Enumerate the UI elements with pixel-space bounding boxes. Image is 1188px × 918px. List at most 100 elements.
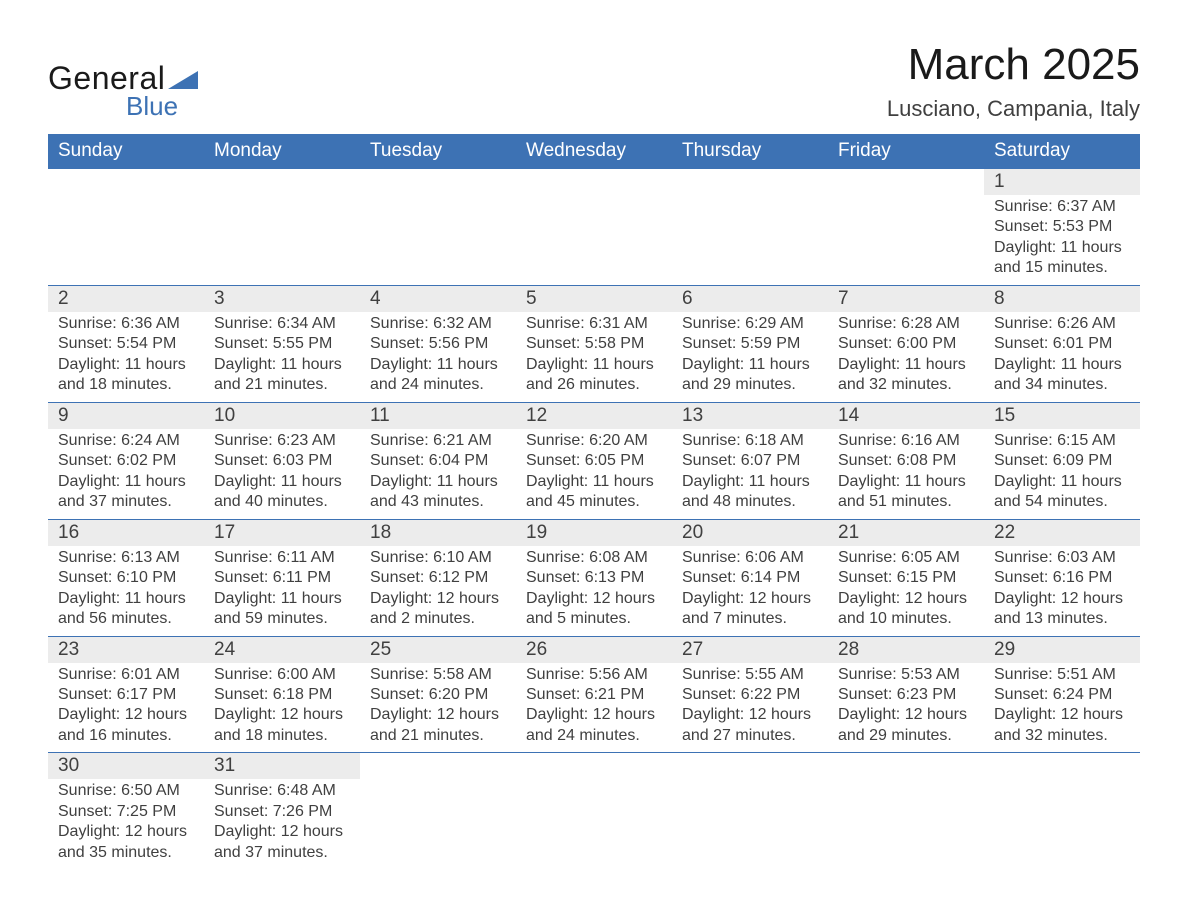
sunset-line: Sunset: 6:11 PM (214, 568, 350, 588)
daylight-line: Daylight: 12 hours and 37 minutes. (214, 822, 350, 863)
day-number-cell (204, 169, 360, 196)
sunset-line: Sunset: 6:01 PM (994, 334, 1130, 354)
week-data-row: Sunrise: 6:50 AMSunset: 7:25 PMDaylight:… (48, 779, 1140, 869)
sunrise-line: Sunrise: 6:26 AM (994, 314, 1130, 334)
sunrise-line: Sunrise: 6:50 AM (58, 781, 194, 801)
day-data-cell: Sunrise: 5:58 AMSunset: 6:20 PMDaylight:… (360, 663, 516, 753)
day-number-cell: 2 (48, 285, 204, 312)
day-data-cell (516, 779, 672, 869)
week-daynum-row: 1 (48, 169, 1140, 196)
dayname-header: Saturday (984, 134, 1140, 169)
week-data-row: Sunrise: 6:36 AMSunset: 5:54 PM Daylight:… (48, 312, 1140, 402)
week-daynum-row: 23242526272829 (48, 636, 1140, 663)
day-number-cell: 24 (204, 636, 360, 663)
sunset-line: Sunset: 6:09 PM (994, 451, 1130, 471)
sunrise-line: Sunrise: 6:20 AM (526, 431, 662, 451)
sunset-line: Sunset: 6:03 PM (214, 451, 350, 471)
sunrise-line: Sunrise: 6:06 AM (682, 548, 818, 568)
day-number-cell: 8 (984, 285, 1140, 312)
daylight-line: Daylight: 11 hours and 21 minutes. (214, 355, 350, 396)
sunrise-line: Sunrise: 6:28 AM (838, 314, 974, 334)
day-data-cell: Sunrise: 6:11 AMSunset: 6:11 PMDaylight:… (204, 546, 360, 636)
sunset-line: Sunset: 6:21 PM (526, 685, 662, 705)
day-data-cell: Sunrise: 6:34 AMSunset: 5:55 PMDaylight:… (204, 312, 360, 402)
sunset-line: Sunset: 7:26 PM (214, 802, 350, 822)
sunrise-line: Sunrise: 5:56 AM (526, 665, 662, 685)
sunset-line: Sunset: 6:24 PM (994, 685, 1130, 705)
sunrise-line: Sunrise: 6:05 AM (838, 548, 974, 568)
day-data-cell: Sunrise: 6:13 AMSunset: 6:10 PMDaylight:… (48, 546, 204, 636)
sunset-line: Sunset: 6:00 PM (838, 334, 974, 354)
day-data-cell: Sunrise: 6:06 AMSunset: 6:14 PMDaylight:… (672, 546, 828, 636)
sunrise-line: Sunrise: 6:36 AM (58, 314, 194, 334)
sunset-line: Sunset: 6:23 PM (838, 685, 974, 705)
sunrise-line: Sunrise: 6:21 AM (370, 431, 506, 451)
sunset-line: Sunset: 5:56 PM (370, 334, 506, 354)
day-data-cell: Sunrise: 6:48 AMSunset: 7:26 PMDaylight:… (204, 779, 360, 869)
week-data-row: Sunrise: 6:13 AMSunset: 6:10 PMDaylight:… (48, 546, 1140, 636)
day-number-cell: 26 (516, 636, 672, 663)
sunrise-line: Sunrise: 6:23 AM (214, 431, 350, 451)
day-data-cell: Sunrise: 6:26 AMSunset: 6:01 PMDaylight:… (984, 312, 1140, 402)
day-data-cell (672, 195, 828, 285)
day-number-cell: 23 (48, 636, 204, 663)
sunset-line: Sunset: 5:54 PM (58, 334, 194, 354)
day-data-cell: Sunrise: 6:37 AMSunset: 5:53 PMDaylight:… (984, 195, 1140, 285)
sunset-line: Sunset: 6:17 PM (58, 685, 194, 705)
day-data-cell: Sunrise: 6:31 AMSunset: 5:58 PMDaylight:… (516, 312, 672, 402)
day-data-cell: Sunrise: 6:00 AMSunset: 6:18 PMDaylight:… (204, 663, 360, 753)
daylight-line: Daylight: 11 hours and 24 minutes. (370, 355, 506, 396)
day-data-cell (204, 195, 360, 285)
sunrise-line: Sunrise: 5:58 AM (370, 665, 506, 685)
day-data-cell: Sunrise: 6:29 AMSunset: 5:59 PMDaylight:… (672, 312, 828, 402)
day-data-cell: Sunrise: 6:10 AMSunset: 6:12 PMDaylight:… (360, 546, 516, 636)
day-data-cell: Sunrise: 6:08 AMSunset: 6:13 PMDaylight:… (516, 546, 672, 636)
title-block: March 2025 Lusciano, Campania, Italy (887, 40, 1140, 122)
sunrise-line: Sunrise: 6:48 AM (214, 781, 350, 801)
day-number-cell: 22 (984, 519, 1140, 546)
day-number-cell (516, 169, 672, 196)
sunset-line: Sunset: 6:10 PM (58, 568, 194, 588)
sunrise-line: Sunrise: 6:01 AM (58, 665, 194, 685)
daylight-line: Daylight: 11 hours and 29 minutes. (682, 355, 818, 396)
sunset-line: Sunset: 6:22 PM (682, 685, 818, 705)
daylight-line: Daylight: 11 hours and 43 minutes. (370, 472, 506, 513)
day-data-cell: Sunrise: 6:15 AMSunset: 6:09 PMDaylight:… (984, 429, 1140, 519)
sunset-line: Sunset: 6:08 PM (838, 451, 974, 471)
daylight-line: Daylight: 12 hours and 5 minutes. (526, 589, 662, 630)
week-daynum-row: 2345678 (48, 285, 1140, 312)
day-data-cell: Sunrise: 6:32 AMSunset: 5:56 PMDaylight:… (360, 312, 516, 402)
day-data-cell: Sunrise: 5:51 AMSunset: 6:24 PMDaylight:… (984, 663, 1140, 753)
daylight-line: Daylight: 12 hours and 32 minutes. (994, 705, 1130, 746)
sunset-line: Sunset: 6:02 PM (58, 451, 194, 471)
daylight-line: Daylight: 12 hours and 2 minutes. (370, 589, 506, 630)
day-data-cell (828, 779, 984, 869)
day-data-cell: Sunrise: 6:18 AMSunset: 6:07 PMDaylight:… (672, 429, 828, 519)
sunrise-line: Sunrise: 5:51 AM (994, 665, 1130, 685)
sunrise-line: Sunrise: 6:16 AM (838, 431, 974, 451)
daylight-line: Daylight: 12 hours and 29 minutes. (838, 705, 974, 746)
daylight-line: Daylight: 12 hours and 10 minutes. (838, 589, 974, 630)
dayname-header: Sunday (48, 134, 204, 169)
day-number-cell: 28 (828, 636, 984, 663)
day-number-cell: 20 (672, 519, 828, 546)
daylight-line: Daylight: 12 hours and 27 minutes. (682, 705, 818, 746)
sunset-line: Sunset: 6:05 PM (526, 451, 662, 471)
daylight-line: Daylight: 12 hours and 35 minutes. (58, 822, 194, 863)
logo-text-2: Blue (126, 91, 178, 122)
day-number-cell: 4 (360, 285, 516, 312)
sunset-line: Sunset: 5:59 PM (682, 334, 818, 354)
logo: General Blue (48, 60, 198, 122)
day-data-cell: Sunrise: 6:28 AMSunset: 6:00 PMDaylight:… (828, 312, 984, 402)
day-number-cell: 25 (360, 636, 516, 663)
sunrise-line: Sunrise: 6:00 AM (214, 665, 350, 685)
day-data-cell: Sunrise: 6:16 AMSunset: 6:08 PMDaylight:… (828, 429, 984, 519)
day-data-cell (828, 195, 984, 285)
sunset-line: Sunset: 6:04 PM (370, 451, 506, 471)
day-number-cell: 13 (672, 402, 828, 429)
day-number-cell: 1 (984, 169, 1140, 196)
daylight-line: Daylight: 12 hours and 16 minutes. (58, 705, 194, 746)
sunset-line: Sunset: 6:13 PM (526, 568, 662, 588)
day-number-cell: 11 (360, 402, 516, 429)
daylight-line: Daylight: 11 hours and 51 minutes. (838, 472, 974, 513)
